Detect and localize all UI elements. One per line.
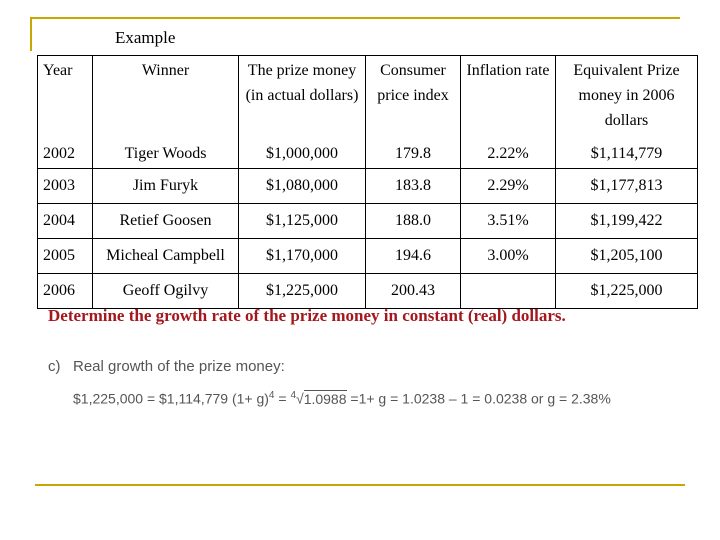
table-row: 2006 Geoff Ogilvy $1,225,000 200.43 $1,225,0… [37, 272, 698, 309]
table-cell: 200.43 [365, 272, 461, 309]
left-rule [30, 17, 32, 51]
table-cell: $1,114,779 [555, 133, 698, 169]
table-cell: 2.29% [460, 167, 556, 204]
solution-heading: Real growth of the prize money: [73, 358, 285, 375]
table-row: 2002 Tiger Woods $1,000,000 179.8 2.22% $1,11… [37, 133, 698, 169]
exponent: 4 [268, 390, 275, 401]
table-cell: 2006 [37, 272, 93, 309]
root-index: 4 [290, 390, 296, 401]
question: Determine the growth rate of the prize m… [48, 306, 566, 325]
table-cell: Winner [92, 55, 239, 133]
table-cell: Inflation rate [460, 55, 556, 133]
table-cell: Jim Furyk [92, 167, 239, 204]
table-cell: $1,225,000 [555, 272, 698, 309]
radicand: 1.0988 [303, 389, 347, 407]
table-cell: Equivalent Prize money in 2006 dollars [555, 55, 698, 133]
table-cell: $1,225,000 [238, 272, 366, 309]
table-cell: 2.22% [460, 133, 556, 169]
table-cell: $1,199,422 [555, 202, 698, 239]
table-cell: 2005 [37, 237, 93, 274]
table-cell: 188.0 [365, 202, 461, 239]
table-cell: 3.51% [460, 202, 556, 239]
table-cell: 194.6 [365, 237, 461, 274]
table-cell: Year [37, 55, 93, 133]
table-row: 2003 Jim Furyk $1,080,000 183.8 2.29% $1,177,… [37, 167, 698, 204]
table-cell: 2004 [37, 202, 93, 239]
equation-part: $1,225,000 = $1,114,779 (1+ g) [73, 390, 269, 407]
equation: $1,225,000 = $1,114,779 (1+ g)4 = 4√1.09… [73, 389, 611, 407]
equation-part: =1+ g = 1.0238 – 1 = 0.0238 or g = 2.38% [346, 390, 611, 407]
table-cell: 179.8 [365, 133, 461, 169]
table-cell: $1,000,000 [238, 133, 366, 169]
solution-label: c) [48, 358, 61, 375]
table-cell: The prize money (in actual dollars) [238, 55, 366, 133]
table-cell: $1,177,813 [555, 167, 698, 204]
table-cell: $1,170,000 [238, 237, 366, 274]
table-cell [460, 272, 556, 309]
title: Example [115, 28, 176, 47]
table-cell: $1,080,000 [238, 167, 366, 204]
bottom-rule [35, 484, 685, 486]
table-row: Year Winner The prize money (in actual dol… [37, 55, 698, 133]
table-cell: 2003 [37, 167, 93, 204]
table-row: 2005 Micheal Campbell $1,170,000 194.6 3.00%… [37, 237, 698, 274]
table-row: 2004 Retief Goosen $1,125,000 188.0 3.51% $1,… [37, 202, 698, 239]
table-cell: Tiger Woods [92, 133, 239, 169]
table-cell: Geoff Ogilvy [92, 272, 239, 309]
data-table: Year Winner The prize money (in actual dol… [37, 55, 698, 309]
equation-part: = [274, 390, 291, 407]
table-cell: 3.00% [460, 237, 556, 274]
top-rule [30, 17, 680, 19]
table-cell: $1,125,000 [238, 202, 366, 239]
table-cell: 183.8 [365, 167, 461, 204]
table-cell: Micheal Campbell [92, 237, 239, 274]
table-cell: Retief Goosen [92, 202, 239, 239]
table-cell: 2002 [37, 133, 93, 169]
table-cell: $1,205,100 [555, 237, 698, 274]
table-cell: Consumer price index [365, 55, 461, 133]
